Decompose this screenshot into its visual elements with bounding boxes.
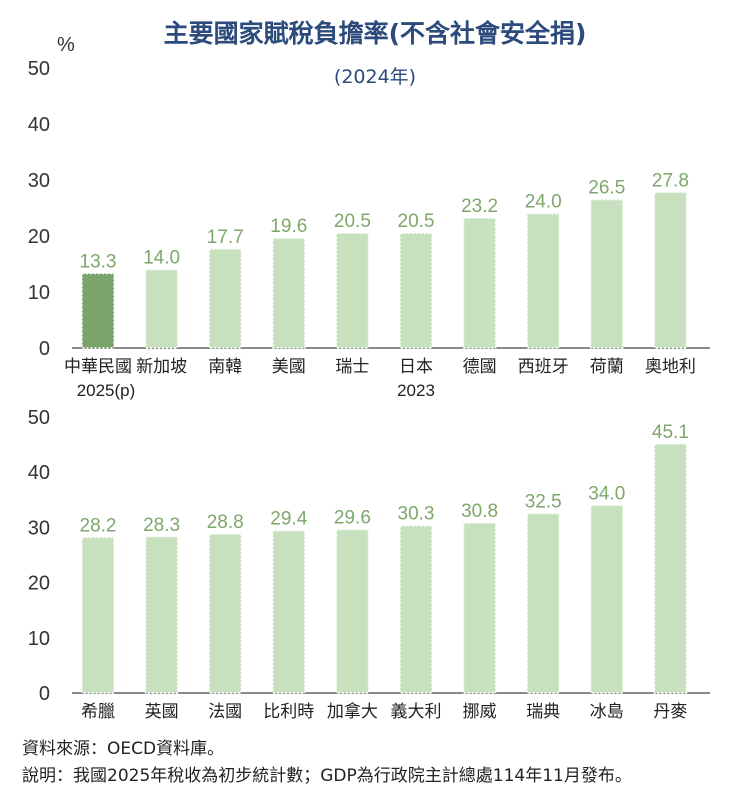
x-category-label: 瑞典 <box>526 702 560 722</box>
x-category-label: 新加坡 <box>136 357 187 377</box>
data-label: 45.1 <box>652 422 689 443</box>
data-label: 30.3 <box>398 504 435 525</box>
data-label: 20.5 <box>334 211 371 232</box>
data-label: 14.0 <box>143 248 180 269</box>
bar <box>335 528 370 694</box>
bar <box>462 217 497 349</box>
data-label: 28.3 <box>143 515 180 536</box>
y-tick-label: 20 <box>28 573 50 595</box>
bar <box>272 529 306 694</box>
data-label: 34.0 <box>588 483 625 504</box>
x-category-label: 比利時 <box>263 702 314 722</box>
bar <box>653 191 688 349</box>
y-tick-label: 30 <box>28 517 50 539</box>
y-tick-label: 10 <box>28 628 50 650</box>
y-tick-label: 50 <box>28 58 50 80</box>
data-label: 13.3 <box>80 252 117 273</box>
bar <box>462 522 497 694</box>
bar <box>653 443 688 694</box>
source-note: 資料來源：OECD資料庫。 <box>22 739 225 759</box>
x-category-label: 加拿大 <box>327 701 378 722</box>
bar <box>81 536 115 694</box>
bar <box>208 248 242 349</box>
x-category-label: 丹麥 <box>653 702 687 722</box>
bar <box>144 536 179 694</box>
x-category-label: 美國 <box>272 357 306 377</box>
x-category-label: 中華民國 <box>64 357 132 377</box>
data-label: 29.4 <box>270 509 307 530</box>
y-tick-label: 0 <box>39 338 50 360</box>
bar <box>590 198 624 349</box>
data-label: 23.2 <box>461 196 498 217</box>
data-label: 19.6 <box>270 216 307 237</box>
data-label: 32.5 <box>525 492 562 513</box>
x-category-label: 德國 <box>463 357 497 377</box>
data-label: 26.5 <box>588 178 625 199</box>
x-category-label: 南韓 <box>208 357 242 377</box>
x-category-label: 義大利 <box>391 702 442 722</box>
bar <box>272 237 306 349</box>
x-category-note: 2025(p) <box>77 381 136 400</box>
bar <box>526 512 560 694</box>
data-label: 29.6 <box>334 508 371 529</box>
x-category-label: 西班牙 <box>518 357 569 377</box>
bar <box>144 268 179 349</box>
bar <box>81 272 115 349</box>
chart-subtitle: (2024年) <box>333 66 417 88</box>
chart-notes: 資料來源：OECD資料庫。 說明：我國2025年稅收為初步統計數；GDP為行政院… <box>22 736 632 790</box>
chart-title: 主要國家賦稅負擔率(不含社會安全捐) <box>163 19 587 48</box>
y-tick-label: 40 <box>28 462 50 484</box>
y-tick-label: 20 <box>28 226 50 248</box>
data-label: 28.2 <box>80 515 117 536</box>
data-label: 24.0 <box>525 192 562 213</box>
x-category-label: 希臘 <box>81 702 115 722</box>
bar <box>399 524 433 694</box>
x-category-label: 英國 <box>145 702 179 722</box>
x-category-label: 瑞士 <box>335 357 369 377</box>
bar <box>526 212 560 349</box>
y-tick-label: 50 <box>28 407 50 429</box>
y-tick-label: 10 <box>28 282 50 304</box>
data-label: 28.8 <box>207 512 244 533</box>
bar <box>208 533 242 694</box>
data-label: 30.8 <box>461 501 498 522</box>
data-label: 27.8 <box>652 170 689 191</box>
x-category-label: 日本 <box>399 357 433 377</box>
x-category-note: 2023 <box>397 381 435 400</box>
x-category-label: 法國 <box>208 702 242 722</box>
y-tick-label: 30 <box>28 170 50 192</box>
y-tick-label: 0 <box>39 683 50 705</box>
x-category-label: 挪威 <box>463 702 497 722</box>
bar <box>399 232 433 349</box>
y-axis-unit: % <box>57 34 75 56</box>
x-category-label: 冰島 <box>590 702 624 722</box>
x-category-label: 奧地利 <box>645 357 696 377</box>
bar <box>335 232 370 349</box>
y-tick-label: 40 <box>28 114 50 136</box>
explanation-note: 說明：我國2025年稅收為初步統計數；GDP為行政院主計總處114年11月發布。 <box>22 766 632 786</box>
data-label: 20.5 <box>398 211 435 232</box>
x-category-label: 荷蘭 <box>590 357 624 377</box>
data-label: 17.7 <box>207 227 244 248</box>
bar <box>590 504 624 694</box>
